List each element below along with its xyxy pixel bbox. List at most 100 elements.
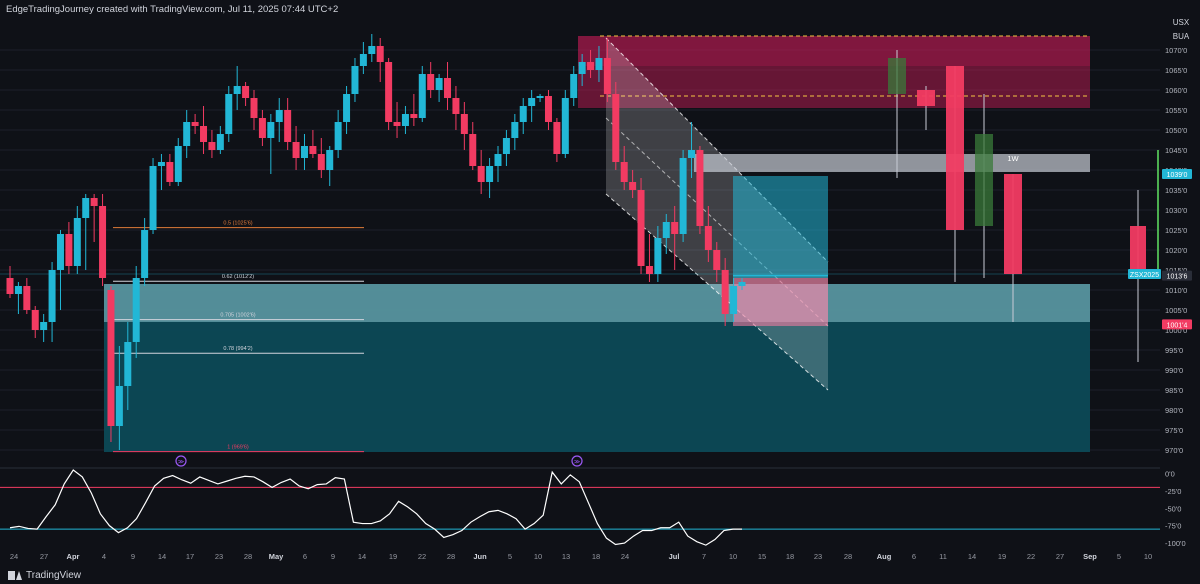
x-tick-label: 9 — [331, 552, 335, 561]
x-tick-label: May — [269, 552, 284, 561]
x-tick-label: 28 — [244, 552, 252, 561]
osc-tick-label: -75'0 — [1165, 522, 1181, 531]
daily-candle — [696, 150, 704, 226]
y-tick-label: 990'0 — [1165, 366, 1183, 375]
weekly-candle — [888, 58, 906, 94]
daily-candle — [23, 286, 31, 310]
daily-candle — [317, 154, 325, 170]
y-tick-label: 1050'0 — [1165, 126, 1187, 135]
price-label: 1039'0 — [1167, 172, 1188, 179]
daily-candle — [40, 322, 48, 330]
daily-candle — [612, 94, 620, 162]
daily-candle — [107, 290, 115, 426]
daily-candle — [494, 154, 502, 166]
daily-candle — [553, 122, 561, 154]
daily-candle — [208, 142, 216, 150]
oscillator-line — [9, 469, 742, 546]
daily-candle — [141, 230, 149, 278]
tradingview-logo[interactable]: TradingView — [8, 570, 81, 581]
daily-candle — [124, 342, 132, 386]
x-tick-label: 23 — [814, 552, 822, 561]
daily-candle — [486, 166, 494, 182]
x-tick-label: 6 — [303, 552, 307, 561]
daily-candle — [284, 110, 292, 142]
daily-candle — [149, 166, 157, 230]
x-tick-label: 19 — [389, 552, 397, 561]
daily-candle — [65, 234, 73, 266]
daily-candle — [73, 218, 81, 266]
x-tick-label: 5 — [1117, 552, 1121, 561]
y-tick-label: 985'0 — [1165, 386, 1183, 395]
daily-candle — [620, 162, 628, 182]
daily-candle — [393, 122, 401, 126]
x-tick-label: 27 — [40, 552, 48, 561]
daily-candle — [376, 46, 384, 62]
daily-candle — [713, 250, 721, 270]
daily-candle — [166, 162, 174, 182]
daily-candle — [250, 98, 258, 118]
y-tick-label: 975'0 — [1165, 426, 1183, 435]
x-tick-label: 13 — [562, 552, 570, 561]
daily-candle — [267, 122, 275, 138]
weekly-candle — [917, 90, 935, 106]
daily-candle — [427, 74, 435, 90]
x-tick-label: 10 — [729, 552, 737, 561]
target-box — [733, 176, 828, 278]
symbol-label: USX — [1166, 18, 1196, 27]
weekly-candle — [975, 134, 993, 226]
symbol-currency-label: BUA — [1166, 32, 1196, 41]
supply-zone-top — [578, 36, 1090, 66]
daily-candle — [603, 58, 611, 94]
x-tick-label: Jul — [669, 552, 680, 561]
daily-candle — [157, 162, 165, 166]
x-tick-label: 23 — [215, 552, 223, 561]
price-label: 1001'4 — [1167, 322, 1188, 329]
event-marker-icon — [571, 455, 583, 467]
price-label-bg — [1162, 169, 1192, 179]
osc-tick-label: -25'0 — [1165, 487, 1181, 496]
osc-tick-label: 0'0 — [1165, 469, 1175, 478]
y-tick-label: 1060'0 — [1165, 86, 1187, 95]
daily-candle — [511, 122, 519, 138]
daily-candle — [368, 46, 376, 54]
stop-box — [733, 278, 828, 326]
y-tick-label: 1025'0 — [1165, 226, 1187, 235]
daily-candle — [242, 86, 250, 98]
y-tick-label: 970'0 — [1165, 446, 1183, 455]
daily-candle — [191, 122, 199, 126]
daily-candle — [385, 62, 393, 122]
x-tick-label: 28 — [447, 552, 455, 561]
tradingview-brand: TradingView — [26, 570, 82, 581]
chart-attribution: EdgeTradingJourney created with TradingV… — [6, 4, 339, 15]
daily-candle — [418, 74, 426, 118]
x-tick-label: Jun — [473, 552, 487, 561]
x-tick-label: 27 — [1056, 552, 1064, 561]
weekly-candle — [946, 66, 964, 230]
x-tick-label: 24 — [10, 552, 18, 561]
daily-candle — [351, 66, 359, 94]
daily-candle — [469, 134, 477, 166]
daily-candle — [645, 266, 653, 274]
price-label-bg — [1162, 319, 1192, 330]
x-tick-label: 7 — [702, 552, 706, 561]
x-tick-label: 15 — [758, 552, 766, 561]
x-tick-label: 28 — [844, 552, 852, 561]
demand-zone-upper — [104, 284, 1090, 322]
event-marker-icon — [175, 455, 187, 467]
daily-candle — [536, 96, 544, 98]
daily-candle — [410, 114, 418, 118]
daily-candle — [48, 270, 56, 322]
daily-candle — [233, 86, 241, 94]
x-tick-label: 24 — [621, 552, 629, 561]
daily-candle — [637, 190, 645, 266]
price-label-bg — [1162, 270, 1192, 281]
y-tick-label: 1030'0 — [1165, 206, 1187, 215]
daily-candle — [174, 146, 182, 182]
x-tick-label: 4 — [102, 552, 106, 561]
daily-candle — [679, 158, 687, 234]
daily-candle — [452, 98, 460, 114]
daily-candle — [730, 286, 738, 314]
daily-candle — [721, 270, 729, 314]
daily-candle — [460, 114, 468, 134]
